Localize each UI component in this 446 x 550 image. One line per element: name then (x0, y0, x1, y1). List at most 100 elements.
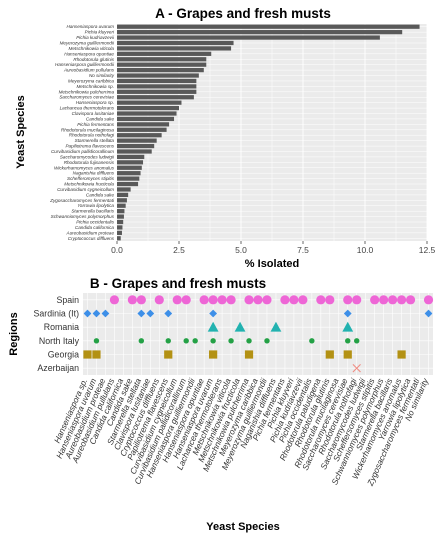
bar (117, 78, 197, 84)
point-square (164, 350, 173, 359)
bar (117, 51, 212, 56)
y-tick-label: Curvibasidium pallidicorallinum (51, 149, 114, 154)
bar (117, 62, 207, 67)
y-tick-label: Aureobasidium pullulans (63, 68, 115, 73)
point-square (209, 350, 218, 359)
x-tick-label: 7.5 (297, 245, 309, 255)
bar (117, 165, 142, 170)
chart-b-region-labels: Spain Sardinia (It) Romania North Italy Geor… (34, 295, 80, 373)
bar (117, 230, 122, 235)
point-circle (396, 295, 407, 305)
point-circle (253, 295, 263, 305)
y-tick-label: Hanseniaspora uvarum (67, 24, 115, 29)
region-label: Azerbaijan (37, 363, 79, 373)
y-tick-label: Starmerella bacillaris (71, 209, 114, 214)
point-circle (388, 295, 398, 305)
point-small-circle (309, 338, 315, 344)
y-tick-label: Meyerozyma caribbica (68, 78, 114, 83)
point-circle (226, 295, 236, 305)
point-square (83, 350, 92, 359)
y-tick-label: Rhodotorula glutinis (73, 57, 114, 62)
point-circle (352, 295, 362, 305)
bar (117, 24, 420, 29)
point-circle (199, 295, 209, 305)
y-tick-label: Metschnikowia sp. (76, 84, 114, 89)
chart-a-x-tick-labels: 0.0 2.5 5.0 7.5 10.0 12.5 (111, 241, 436, 255)
point-circle (154, 295, 164, 305)
y-tick-label: Hanseniaspora opuntiae (64, 51, 114, 56)
point-small-circle (138, 338, 145, 344)
y-tick-label: Cryptococcus diffluens (68, 236, 115, 241)
point-triangle (342, 321, 354, 332)
bar (117, 111, 177, 116)
point-small-circle (246, 338, 252, 344)
point-circle (244, 295, 254, 305)
point-circle (136, 295, 146, 305)
y-tick-label: Candida sake (86, 192, 115, 197)
bar (117, 154, 145, 160)
point-small-circle (354, 338, 360, 344)
point-small-circle (210, 338, 216, 344)
bar (117, 46, 232, 51)
bar (117, 100, 182, 105)
bar (117, 57, 207, 62)
region-label: Sardinia (It) (34, 309, 80, 319)
point-circle (298, 295, 308, 305)
point-diamond (83, 309, 92, 318)
bar (117, 127, 167, 132)
chart-a-y-axis-title: Yeast Species (15, 95, 27, 168)
y-tick-label: Metschnikowia viticola (69, 46, 115, 51)
point-square (325, 350, 334, 359)
point-circle (379, 295, 389, 305)
point-circle (343, 295, 353, 305)
y-tick-label: Saccharomycodes ludwigii (60, 154, 115, 159)
bar (117, 203, 126, 208)
point-square (92, 350, 101, 359)
point-diamond (209, 309, 218, 318)
point-diamond (343, 309, 352, 318)
chart-b-x-tick-labels: Hanseniaspora sp.Hanseniaspora uvarumAur… (52, 376, 431, 488)
x-tick-label: 10.0 (357, 245, 374, 255)
bar (117, 236, 121, 241)
point-circle (217, 295, 227, 305)
point-circle (316, 295, 326, 305)
bar (117, 176, 140, 181)
y-tick-label: Curvibasidium cygneicollum (57, 187, 114, 192)
bar (117, 181, 139, 187)
y-tick-label: Pichia occidentalis (76, 220, 114, 225)
y-tick-label: Pichia kudriavzevii (76, 35, 115, 40)
bar (117, 30, 403, 35)
point-circle (109, 295, 120, 305)
point-circle (289, 295, 299, 305)
point-small-circle (228, 338, 234, 344)
chart-b-y-axis-title: Regions (8, 312, 20, 355)
bar (117, 198, 127, 203)
y-tick-label: Rhodotorula nothofagi (69, 133, 115, 138)
point-circle (405, 295, 416, 305)
y-tick-label: Rhodotorula mucilaginosa (61, 127, 115, 132)
bar (117, 225, 123, 230)
point-circle (280, 295, 290, 305)
chart-a-bars (117, 24, 420, 241)
x-tick-label: 5.0 (235, 245, 247, 255)
y-tick-label: Wickerhamomyces anomalus (54, 165, 115, 170)
bar (117, 67, 204, 73)
point-triangle (234, 321, 246, 332)
point-small-circle (345, 338, 351, 344)
bar (117, 138, 157, 143)
y-tick-label: Starmerella stellata (75, 138, 115, 143)
y-tick-label: Candida sake (86, 116, 115, 121)
point-circle (172, 295, 182, 305)
y-tick-label: Papiliotrema flavescens (65, 144, 114, 149)
point-circle (127, 295, 137, 305)
y-tick-label: Meyerozyma guilliermondii (60, 40, 115, 45)
chart-a-title: A - Grapes and fresh musts (155, 6, 331, 21)
point-circle (423, 295, 434, 305)
bar (117, 149, 152, 154)
bar (117, 73, 199, 78)
region-label: Georgia (48, 350, 79, 360)
bar (117, 89, 197, 94)
bar (117, 105, 179, 111)
